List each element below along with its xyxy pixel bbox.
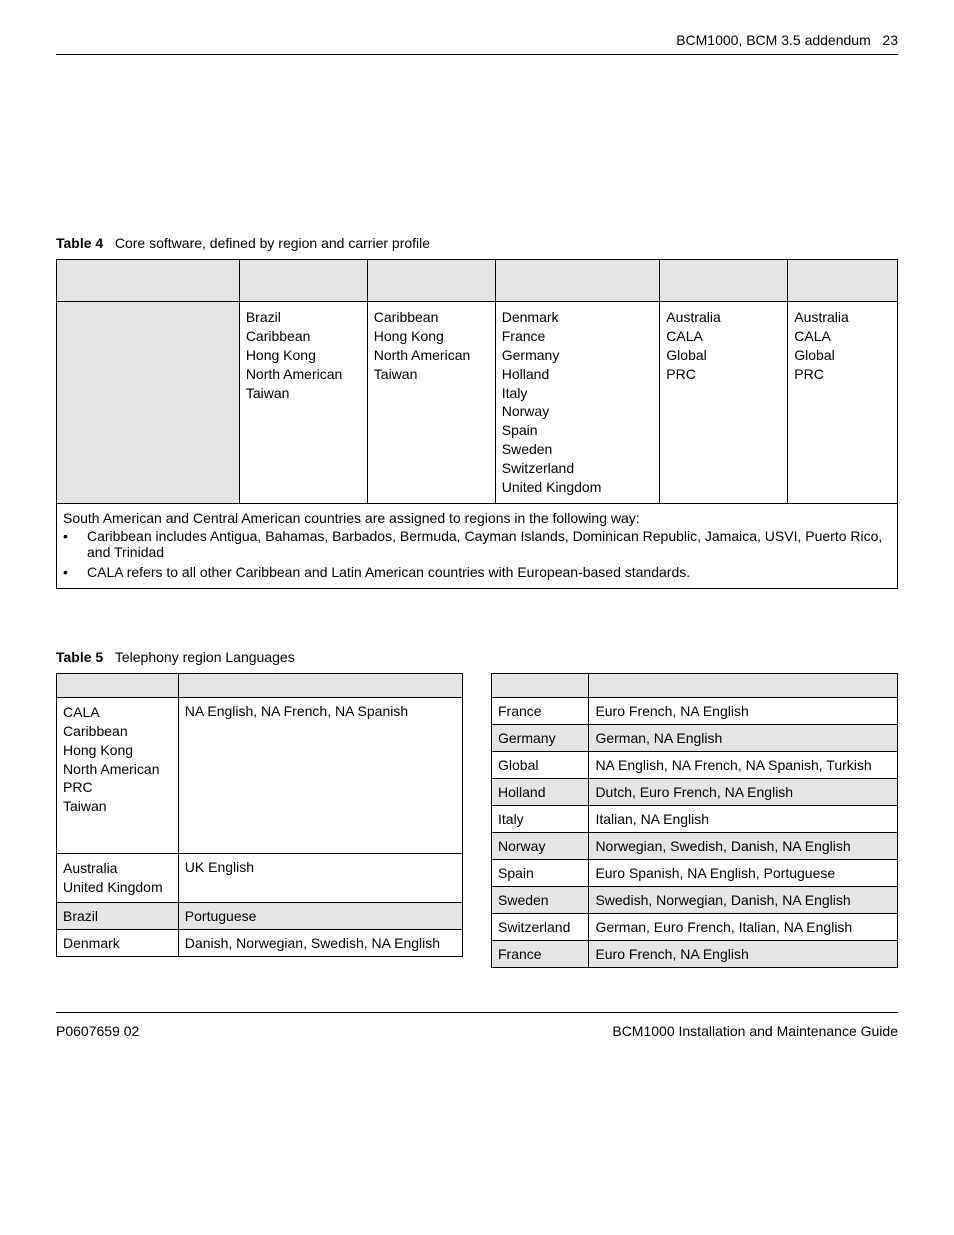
table4-note-row: South American and Central American coun… — [57, 503, 898, 588]
table5-left: CALACaribbeanHong KongNorth AmericanPRCT… — [56, 673, 463, 957]
t5r-r1-langs: German, NA English — [589, 724, 898, 751]
table4-r0c5: AustraliaCALAGlobalPRC — [788, 302, 898, 504]
table5-left-row-2: Brazil Portuguese — [57, 902, 463, 929]
table4-r0c0 — [57, 302, 240, 504]
bullet-icon: • — [63, 528, 77, 544]
t5r-r2-langs: NA English, NA French, NA Spanish, Turki… — [589, 751, 898, 778]
table5-left-r2-langs: Portuguese — [178, 902, 462, 929]
table5-title: Telephony region Languages — [115, 649, 295, 665]
table4: BrazilCaribbeanHong KongNorth AmericanTa… — [56, 259, 898, 589]
table4-r0c4: AustraliaCALAGlobalPRC — [660, 302, 788, 504]
table5-right-col: France Euro French, NA English Germany G… — [491, 673, 898, 968]
t5r-r4-langs: Italian, NA English — [589, 805, 898, 832]
table5-left-r0-region: CALACaribbeanHong KongNorth AmericanPRCT… — [57, 697, 179, 853]
table5-right-row-1: Germany German, NA English — [492, 724, 898, 751]
table4-label: Table 4 — [56, 235, 103, 251]
running-title: BCM1000, BCM 3.5 addendum — [676, 32, 871, 48]
footer-left: P0607659 02 — [56, 1023, 139, 1039]
table4-r0c3: DenmarkFranceGermanyHollandItalyNorwaySp… — [495, 302, 660, 504]
t5r-r0-langs: Euro French, NA English — [589, 697, 898, 724]
table4-bullet-1: • CALA refers to all other Caribbean and… — [63, 562, 891, 582]
table5-left-r0-langs: NA English, NA French, NA Spanish — [178, 697, 462, 853]
table4-hdr-0 — [57, 260, 240, 302]
table4-hdr-3 — [495, 260, 660, 302]
page-footer: P0607659 02 BCM1000 Installation and Mai… — [56, 1012, 898, 1039]
table5-right-row-3: Holland Dutch, Euro French, NA English — [492, 778, 898, 805]
table5-right-hdr-1 — [589, 673, 898, 697]
table5-left-r2-region: Brazil — [57, 902, 179, 929]
t5r-r6-langs: Euro Spanish, NA English, Portuguese — [589, 859, 898, 886]
table5-left-hdr — [57, 673, 463, 697]
page-header: BCM1000, BCM 3.5 addendum 23 — [56, 32, 898, 55]
table4-r0c1: BrazilCaribbeanHong KongNorth AmericanTa… — [239, 302, 367, 504]
footer-right: BCM1000 Installation and Maintenance Gui… — [612, 1023, 898, 1039]
table4-bullet-0-text: Caribbean includes Antigua, Bahamas, Bar… — [87, 528, 891, 560]
t5r-r9-langs: Euro French, NA English — [589, 940, 898, 967]
t5r-r3-region: Holland — [492, 778, 589, 805]
spacer — [56, 589, 898, 649]
t5r-r7-region: Sweden — [492, 886, 589, 913]
table5-label: Table 5 — [56, 649, 103, 665]
page-number: 23 — [882, 32, 898, 48]
table4-r0c2: CaribbeanHong KongNorth AmericanTaiwan — [367, 302, 495, 504]
t5r-r7-langs: Swedish, Norwegian, Danish, NA English — [589, 886, 898, 913]
bullet-icon: • — [63, 564, 77, 580]
table5-right-row-5: Norway Norwegian, Swedish, Danish, NA En… — [492, 832, 898, 859]
table4-bullet-0: • Caribbean includes Antigua, Bahamas, B… — [63, 526, 891, 562]
table5-wrapper: CALACaribbeanHong KongNorth AmericanPRCT… — [56, 673, 898, 968]
table4-hdr-2 — [367, 260, 495, 302]
table5-right-row-0: France Euro French, NA English — [492, 697, 898, 724]
table5-left-r1-region: AustraliaUnited Kingdom — [57, 853, 179, 902]
table5-right-hdr — [492, 673, 898, 697]
table4-hdr-1 — [239, 260, 367, 302]
table5-right-row-4: Italy Italian, NA English — [492, 805, 898, 832]
table5-right: France Euro French, NA English Germany G… — [491, 673, 898, 968]
table5-left-hdr-1 — [178, 673, 462, 697]
t5r-r5-region: Norway — [492, 832, 589, 859]
table5-right-row-9: France Euro French, NA English — [492, 940, 898, 967]
table5-left-row-0: CALACaribbeanHong KongNorth AmericanPRCT… — [57, 697, 463, 853]
t5r-r1-region: Germany — [492, 724, 589, 751]
table5-right-row-6: Spain Euro Spanish, NA English, Portugue… — [492, 859, 898, 886]
t5r-r8-langs: German, Euro French, Italian, NA English — [589, 913, 898, 940]
table5-left-r3-region: Denmark — [57, 929, 179, 956]
t5r-r8-region: Switzerland — [492, 913, 589, 940]
table5-right-row-7: Sweden Swedish, Norwegian, Danish, NA En… — [492, 886, 898, 913]
table4-header-row — [57, 260, 898, 302]
table4-title: Core software, defined by region and car… — [115, 235, 430, 251]
t5r-r6-region: Spain — [492, 859, 589, 886]
table5-right-row-2: Global NA English, NA French, NA Spanish… — [492, 751, 898, 778]
table4-hdr-4 — [660, 260, 788, 302]
table4-note-intro: South American and Central American coun… — [63, 510, 891, 526]
table4-note-cell: South American and Central American coun… — [57, 503, 898, 588]
table4-bullet-1-text: CALA refers to all other Caribbean and L… — [87, 564, 690, 580]
table4-caption: Table 4 Core software, defined by region… — [56, 235, 898, 251]
t5r-r2-region: Global — [492, 751, 589, 778]
table5-left-hdr-0 — [57, 673, 179, 697]
page: BCM1000, BCM 3.5 addendum 23 Table 4 Cor… — [0, 0, 954, 1079]
t5r-r5-langs: Norwegian, Swedish, Danish, NA English — [589, 832, 898, 859]
table5-left-row-1: AustraliaUnited Kingdom UK English — [57, 853, 463, 902]
table5-right-row-8: Switzerland German, Euro French, Italian… — [492, 913, 898, 940]
table5-left-r3-langs: Danish, Norwegian, Swedish, NA English — [178, 929, 462, 956]
table4-row-0: BrazilCaribbeanHong KongNorth AmericanTa… — [57, 302, 898, 504]
table5-left-col: CALACaribbeanHong KongNorth AmericanPRCT… — [56, 673, 463, 957]
t5r-r0-region: France — [492, 697, 589, 724]
t5r-r3-langs: Dutch, Euro French, NA English — [589, 778, 898, 805]
t5r-r4-region: Italy — [492, 805, 589, 832]
table5-left-r1-langs: UK English — [178, 853, 462, 902]
table5-left-row-3: Denmark Danish, Norwegian, Swedish, NA E… — [57, 929, 463, 956]
table5-caption: Table 5 Telephony region Languages — [56, 649, 898, 665]
table5-right-hdr-0 — [492, 673, 589, 697]
t5r-r9-region: France — [492, 940, 589, 967]
table4-hdr-5 — [788, 260, 898, 302]
